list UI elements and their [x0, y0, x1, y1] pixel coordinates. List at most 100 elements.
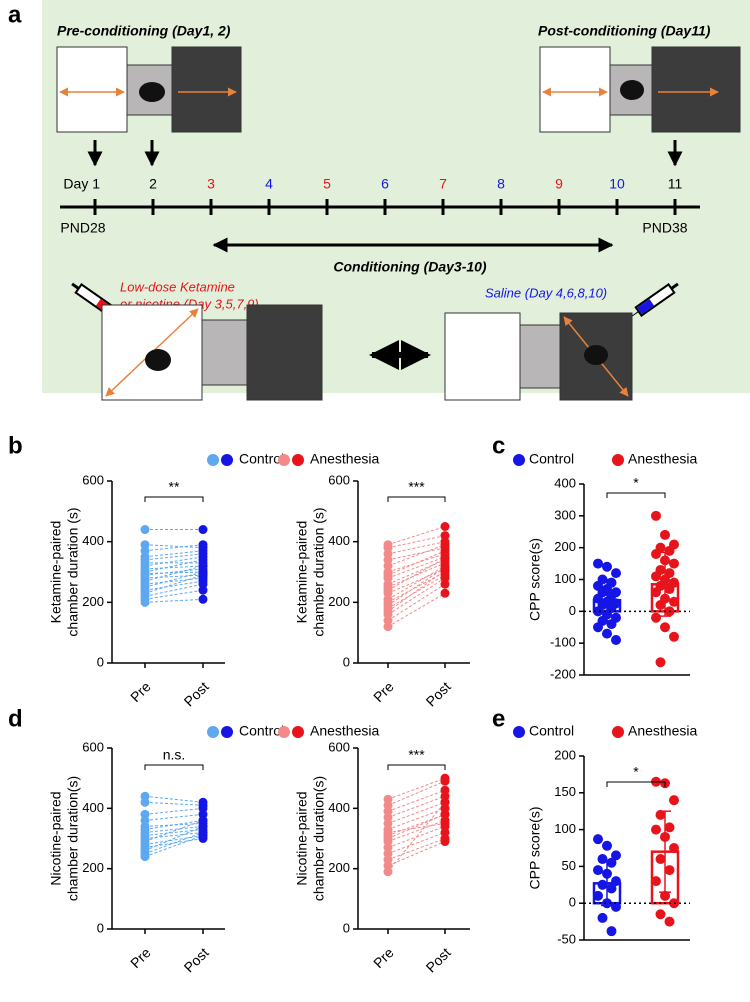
- post-point: [440, 588, 450, 598]
- pre-point: [140, 597, 150, 607]
- pair-line: [387, 831, 446, 855]
- pair-line: [387, 777, 446, 800]
- pair-line: [387, 795, 446, 818]
- y-axis-label: chamber duration (s): [311, 507, 327, 636]
- data-point: [593, 865, 603, 876]
- pair-line: [387, 556, 446, 579]
- legend-marker: [278, 454, 290, 466]
- pre-point: [140, 797, 150, 807]
- data-point: [655, 854, 666, 865]
- y-tick-label: 0: [569, 895, 576, 910]
- pair-line: [387, 544, 446, 567]
- pair-line: [387, 547, 446, 561]
- day-label: 3: [207, 176, 215, 192]
- pre-point: [140, 525, 150, 535]
- pair-line: [144, 819, 204, 830]
- pair-line: [144, 828, 204, 836]
- white-chamber: [539, 46, 611, 133]
- data-point: [664, 916, 675, 927]
- legend-label: Anesthesia: [628, 451, 697, 467]
- y-tick-label: 0: [97, 654, 104, 669]
- y-tick-label: 400: [554, 475, 576, 490]
- post-point: [440, 797, 450, 807]
- panel-label: c: [492, 432, 505, 459]
- y-axis-label: chamber duration(s): [311, 776, 327, 901]
- significance-label: ***: [408, 747, 425, 763]
- data-point: [660, 529, 670, 540]
- pair-line: [387, 574, 446, 609]
- end-label: PND38: [642, 220, 687, 236]
- x-tick-label: Post: [181, 944, 212, 975]
- pair-line: [144, 550, 204, 558]
- pair-line: [387, 577, 446, 615]
- data-point: [651, 587, 661, 598]
- y-axis-label: Nicotine-paired: [48, 791, 64, 885]
- data-point: [651, 612, 661, 623]
- pair-line: [144, 801, 204, 806]
- y-tick-label: -100: [550, 635, 576, 650]
- pair-line: [387, 526, 446, 546]
- pair-line: [144, 831, 204, 855]
- y-tick-label: 200: [82, 860, 104, 875]
- data-point: [669, 558, 679, 569]
- pair-line: [144, 589, 204, 600]
- post-point: [440, 546, 450, 556]
- pair-line: [387, 819, 446, 842]
- chart: 0 200 400 600 Nicotine-paired chamber duratio…: [48, 723, 284, 976]
- significance-bracket: [144, 764, 204, 770]
- y-tick-label: 400: [82, 533, 104, 548]
- post-point: [440, 522, 450, 531]
- y-tick-label: 600: [82, 739, 104, 754]
- post-point: [198, 525, 208, 535]
- legend-marker: [513, 454, 525, 466]
- significance-bracket: [387, 496, 446, 502]
- drug-label: Low-dose Ketamine: [120, 279, 235, 294]
- legend-marker: [612, 726, 624, 738]
- data-point: [593, 606, 603, 617]
- legend-marker: [221, 454, 233, 466]
- data-point: [660, 555, 670, 566]
- pair-line: [144, 819, 204, 842]
- data-point: [651, 824, 661, 835]
- day-label: Day 1: [63, 176, 100, 192]
- middle-chamber: [201, 319, 248, 386]
- pre-point: [140, 852, 150, 862]
- pair-line: [387, 583, 446, 621]
- pair-line: [387, 571, 446, 603]
- pre-point: [383, 606, 393, 616]
- post-point: [440, 776, 450, 786]
- pair-line: [144, 544, 204, 549]
- pair-line: [387, 550, 446, 576]
- pair-line: [387, 565, 446, 600]
- pair-line: [144, 571, 204, 588]
- post-point: [198, 570, 208, 580]
- data-point: [606, 857, 617, 868]
- data-point: [602, 561, 612, 572]
- white-chamber: [444, 312, 521, 401]
- pre-title: Pre-conditioning (Day1, 2): [57, 23, 231, 39]
- data-point: [611, 850, 621, 861]
- data-point: [593, 558, 603, 569]
- pre-point: [383, 570, 393, 580]
- diagram: Pre-conditioning (Day1, 2) Post-conditio…: [56, 23, 741, 401]
- legend-marker: [207, 454, 219, 466]
- pre-point: [383, 867, 393, 877]
- pre-point: [383, 622, 393, 632]
- significance-label: ***: [408, 479, 425, 495]
- significance-label: *: [633, 475, 639, 491]
- significance-label: *: [633, 764, 639, 780]
- pair-line: [144, 553, 204, 561]
- y-tick-label: 150: [554, 784, 576, 799]
- data-point: [606, 619, 617, 630]
- x-tick-label: Pre: [127, 944, 154, 971]
- data-point: [611, 876, 621, 887]
- data-point: [660, 622, 670, 633]
- data-point: [651, 510, 661, 521]
- pair-line: [144, 835, 204, 858]
- mouse: [139, 82, 165, 102]
- pair-line: [144, 813, 204, 821]
- x-tick-label: Pre: [370, 678, 397, 705]
- pair-line: [387, 841, 446, 867]
- pair-line: [387, 557, 446, 591]
